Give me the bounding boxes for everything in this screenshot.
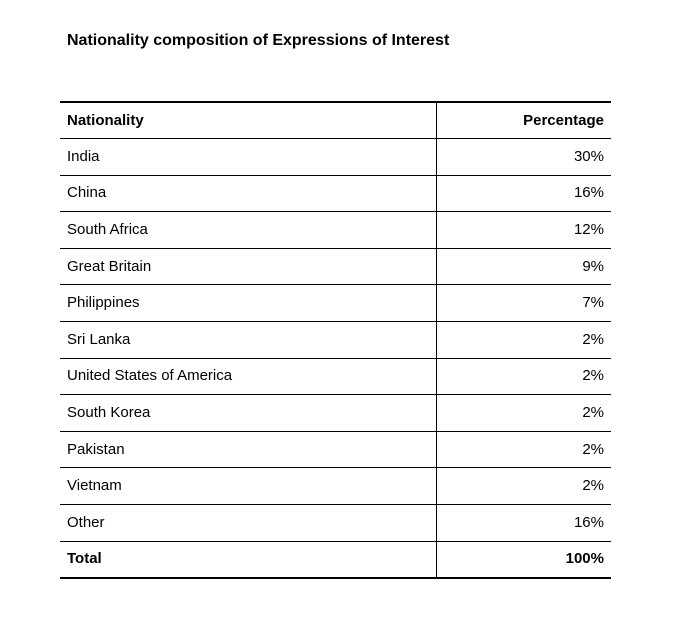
- nationality-cell: Sri Lanka: [60, 321, 437, 359]
- table-total-row: Total 100%: [60, 541, 611, 579]
- percentage-cell: 7%: [436, 284, 611, 323]
- percentage-cell: 30%: [436, 138, 611, 176]
- percentage-cell: 9%: [436, 248, 611, 286]
- nationality-table: Nationality Percentage India 30% China 1…: [60, 101, 611, 579]
- table-row: China 16%: [60, 175, 611, 213]
- nationality-cell: Other: [60, 504, 437, 542]
- nationality-cell: Great Britain: [60, 248, 437, 286]
- percentage-cell: 2%: [436, 431, 611, 469]
- percentage-cell: 2%: [436, 321, 611, 359]
- total-percentage-cell: 100%: [436, 541, 611, 579]
- table-row: Philippines 7%: [60, 284, 611, 323]
- nationality-cell: South Korea: [60, 394, 437, 432]
- percentage-cell: 2%: [436, 394, 611, 432]
- nationality-cell: South Africa: [60, 211, 437, 249]
- table-row: South Africa 12%: [60, 211, 611, 249]
- table-row: India 30%: [60, 138, 611, 176]
- percentage-cell: 12%: [436, 211, 611, 249]
- table-row: Vietnam 2%: [60, 467, 611, 506]
- table-row: Great Britain 9%: [60, 248, 611, 286]
- nationality-cell: Vietnam: [60, 467, 437, 506]
- percentage-cell: 16%: [436, 504, 611, 542]
- nationality-cell: India: [60, 138, 437, 176]
- table-row: South Korea 2%: [60, 394, 611, 432]
- page-title: Nationality composition of Expressions o…: [67, 32, 450, 49]
- nationality-cell: Pakistan: [60, 431, 437, 469]
- percentage-cell: 2%: [436, 467, 611, 506]
- table-header-row: Nationality Percentage: [60, 101, 611, 140]
- table-row: Pakistan 2%: [60, 431, 611, 469]
- nationality-cell: China: [60, 175, 437, 213]
- percentage-cell: 16%: [436, 175, 611, 213]
- nationality-cell: Philippines: [60, 284, 437, 323]
- table-row: United States of America 2%: [60, 358, 611, 396]
- table-row: Sri Lanka 2%: [60, 321, 611, 359]
- nationality-cell: United States of America: [60, 358, 437, 396]
- column-header-nationality: Nationality: [60, 101, 437, 140]
- percentage-cell: 2%: [436, 358, 611, 396]
- column-header-percentage: Percentage: [436, 101, 611, 140]
- total-label-cell: Total: [60, 541, 437, 579]
- table-row: Other 16%: [60, 504, 611, 542]
